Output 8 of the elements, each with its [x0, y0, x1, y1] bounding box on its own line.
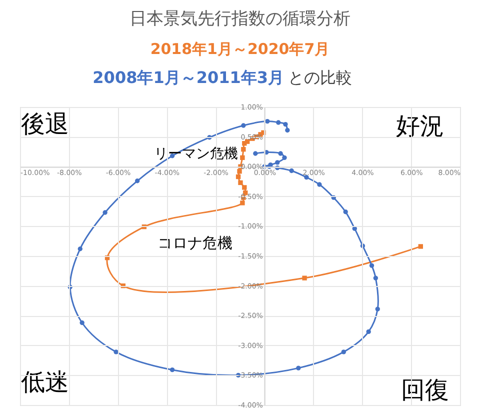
annotation: 低迷 [21, 368, 69, 396]
annotation: 好況 [396, 112, 444, 140]
text: 2008年1月～2011年3月 [92, 68, 284, 87]
annotation: 後退 [21, 110, 69, 138]
chart-title: 日本景気先行指数の循環分析 [130, 9, 350, 29]
chart-subtitle: との比較 [288, 68, 352, 87]
text: 2018年1月～2020年7月 [150, 40, 330, 58]
annotation: 回復 [401, 376, 449, 404]
